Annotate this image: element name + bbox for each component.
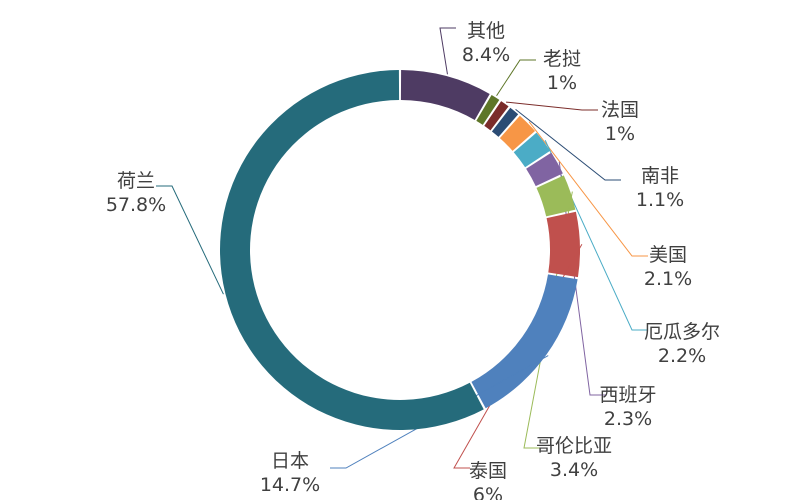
leader-line-其他	[439, 27, 456, 75]
slice-厄瓜多尔	[513, 132, 551, 168]
slice-美国	[499, 115, 536, 151]
slice-其他	[400, 70, 490, 120]
leader-line-荷兰	[156, 185, 224, 295]
slice-label-法国: 法国	[601, 99, 639, 121]
slice-法国	[484, 101, 509, 131]
slice-value-美国: 2.1%	[644, 268, 692, 290]
slice-value-西班牙: 2.3%	[604, 408, 652, 430]
leader-line-厄瓜多尔	[544, 140, 648, 331]
slice-label-哥伦比亚: 哥伦比亚	[536, 435, 612, 457]
slice-西班牙	[526, 152, 563, 187]
slice-label-日本: 日本	[271, 450, 309, 472]
slice-label-老挝: 老挝	[543, 48, 581, 70]
slice-日本	[471, 274, 578, 409]
slice-泰国	[546, 211, 580, 278]
slice-label-美国: 美国	[649, 244, 687, 266]
leader-line-南非	[515, 109, 621, 181]
slice-value-泰国: 6%	[473, 484, 503, 500]
slice-label-厄瓜多尔: 厄瓜多尔	[644, 321, 720, 343]
slice-value-哥伦比亚: 3.4%	[550, 459, 598, 481]
slice-label-南非: 南非	[641, 165, 679, 187]
slice-value-日本: 14.7%	[260, 474, 320, 496]
slice-label-西班牙: 西班牙	[599, 384, 656, 406]
slice-label-荷兰: 荷兰	[117, 170, 155, 192]
slice-label-泰国: 泰国	[469, 460, 507, 482]
slice-value-厄瓜多尔: 2.2%	[658, 345, 706, 367]
slice-value-荷兰: 57.8%	[106, 194, 166, 216]
slice-南非	[491, 107, 519, 137]
slice-value-老挝: 1%	[547, 72, 577, 94]
slice-label-其他: 其他	[467, 20, 505, 42]
leader-line-日本	[330, 355, 549, 469]
leader-line-老挝	[496, 59, 536, 96]
slice-value-南非: 1.1%	[636, 189, 684, 211]
slice-value-其他: 8.4%	[462, 44, 510, 66]
leader-line-法国	[505, 101, 598, 111]
leader-line-美国	[528, 121, 648, 257]
slice-荷兰	[220, 70, 484, 430]
slice-value-法国: 1%	[605, 123, 635, 145]
slice-老挝	[476, 95, 500, 125]
slice-哥伦比亚	[536, 175, 576, 217]
